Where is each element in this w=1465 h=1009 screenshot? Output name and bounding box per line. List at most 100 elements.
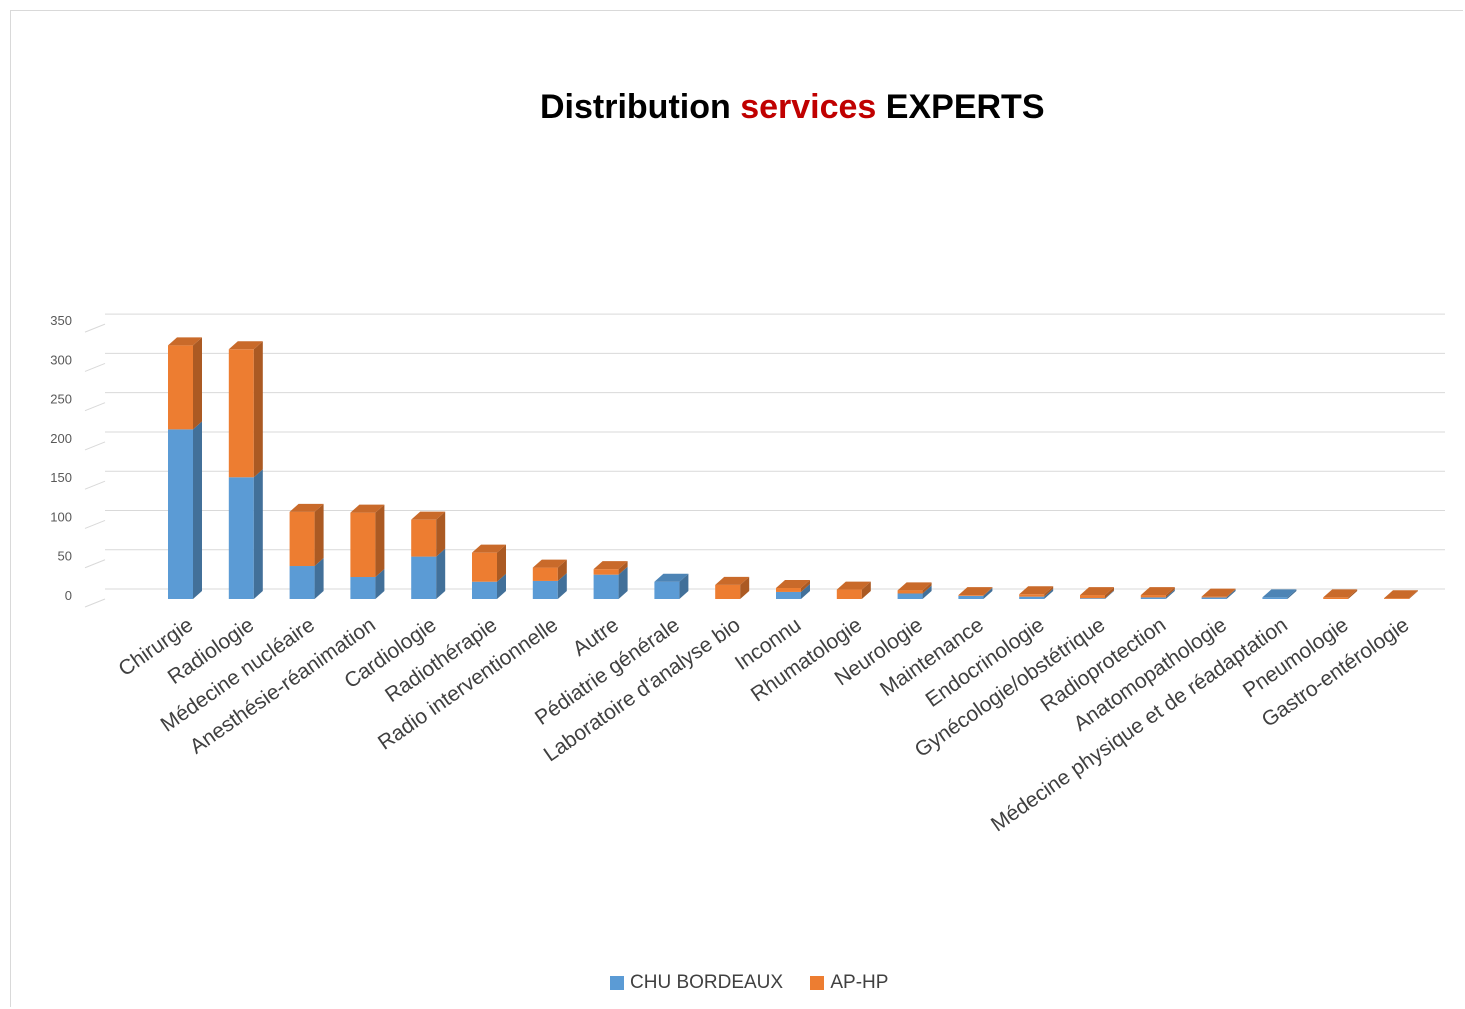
bar-side xyxy=(557,572,567,599)
bar-segment xyxy=(168,337,202,430)
bar-top xyxy=(1323,589,1358,598)
bar-front xyxy=(472,552,497,582)
gridline-depth xyxy=(84,323,106,333)
bar-side xyxy=(253,341,263,478)
y-tick-label: 200 xyxy=(50,431,72,446)
bar-segment xyxy=(958,587,993,596)
bar-side xyxy=(1044,588,1054,599)
bar-side xyxy=(922,582,932,594)
bar-segment xyxy=(897,582,932,594)
bar-front xyxy=(472,581,497,599)
bar-top xyxy=(1140,587,1175,596)
bar-side xyxy=(983,587,993,596)
bar-segment xyxy=(532,559,567,581)
bar-top xyxy=(776,580,810,589)
title-part-highlight: services xyxy=(740,88,877,126)
bar-side xyxy=(618,566,628,599)
bar-front xyxy=(1080,598,1105,599)
bar-front xyxy=(593,569,619,575)
bar-front xyxy=(836,589,862,599)
bar-segment xyxy=(1140,587,1175,598)
gridline-depth xyxy=(84,402,106,412)
bar-side xyxy=(1226,589,1236,599)
bar-segment xyxy=(1201,589,1236,599)
gridline-depth xyxy=(84,480,106,490)
legend-swatch xyxy=(610,976,624,990)
bar-front xyxy=(1262,597,1288,599)
bar-segment xyxy=(836,581,871,599)
bar-side xyxy=(1226,588,1236,598)
legend-item-ap-hp: AP-HP xyxy=(810,972,888,994)
bar-segment xyxy=(1019,586,1054,597)
bar-front xyxy=(958,595,984,596)
bar-top xyxy=(593,561,628,570)
bar-top xyxy=(350,504,385,513)
bar-segment xyxy=(715,576,750,599)
bar-front xyxy=(1019,594,1045,597)
bar-side xyxy=(1409,590,1418,599)
bar-side xyxy=(497,573,506,599)
bar-front xyxy=(715,584,741,599)
bar-segment xyxy=(1384,590,1418,599)
bar-front xyxy=(1201,597,1227,599)
y-tick-label: 350 xyxy=(50,313,72,328)
bar-side xyxy=(1287,589,1297,599)
bar-segment xyxy=(1201,588,1236,598)
bar-front xyxy=(593,574,619,599)
gridline-depth xyxy=(84,520,106,529)
bar-front xyxy=(1201,596,1227,598)
bar-segment xyxy=(1323,589,1358,599)
bar-top xyxy=(168,337,202,346)
bar-segment xyxy=(1140,589,1175,599)
bar-side xyxy=(375,569,385,599)
bar-side xyxy=(801,583,810,599)
gridline-depth xyxy=(84,441,106,451)
bar-top xyxy=(897,582,932,591)
gridline-depth xyxy=(84,362,106,372)
bar-side xyxy=(983,587,993,599)
legend-swatch xyxy=(810,976,825,990)
bar-top xyxy=(1262,589,1297,598)
bar-segment xyxy=(350,504,385,578)
bar-segment xyxy=(776,583,810,599)
y-tick-label: 150 xyxy=(50,470,72,485)
bar-side xyxy=(618,561,628,575)
y-tick-label: 250 xyxy=(50,392,72,407)
bar-segment xyxy=(289,503,324,567)
bar-segment xyxy=(958,587,993,599)
bar-top xyxy=(472,544,506,553)
bar-side xyxy=(436,548,446,599)
bar-segment xyxy=(532,572,567,599)
bar-front xyxy=(1384,598,1409,599)
bar-segment xyxy=(1080,587,1114,599)
bar-segment xyxy=(411,511,446,557)
bar-side xyxy=(193,337,202,430)
bar-top xyxy=(1080,587,1114,596)
bar-front xyxy=(289,566,315,599)
bar-side xyxy=(922,585,932,599)
title-part: EXPERTS xyxy=(876,88,1045,126)
bar-top xyxy=(1384,590,1418,599)
bar-front xyxy=(776,591,801,599)
bar-front xyxy=(897,590,923,594)
bar-segment xyxy=(472,544,506,582)
bar-side xyxy=(801,580,810,592)
bar-side xyxy=(253,469,263,599)
bar-front xyxy=(1019,596,1045,599)
bar-top xyxy=(715,576,750,585)
bar-segment xyxy=(1080,590,1114,599)
bar-front xyxy=(897,593,923,599)
bar-front xyxy=(1140,595,1166,598)
bar-front xyxy=(168,429,193,599)
bar-segment xyxy=(411,548,446,599)
bar-segment xyxy=(472,573,506,599)
bar-top xyxy=(836,581,871,590)
legend-label: CHU BORDEAUX xyxy=(630,972,784,993)
bar-top xyxy=(532,559,567,568)
bar-side xyxy=(193,421,202,599)
bars xyxy=(168,337,1418,599)
chart-title: Distribution services EXPERTS xyxy=(540,88,1045,127)
bar-front xyxy=(958,595,984,599)
bar-front xyxy=(654,581,680,599)
